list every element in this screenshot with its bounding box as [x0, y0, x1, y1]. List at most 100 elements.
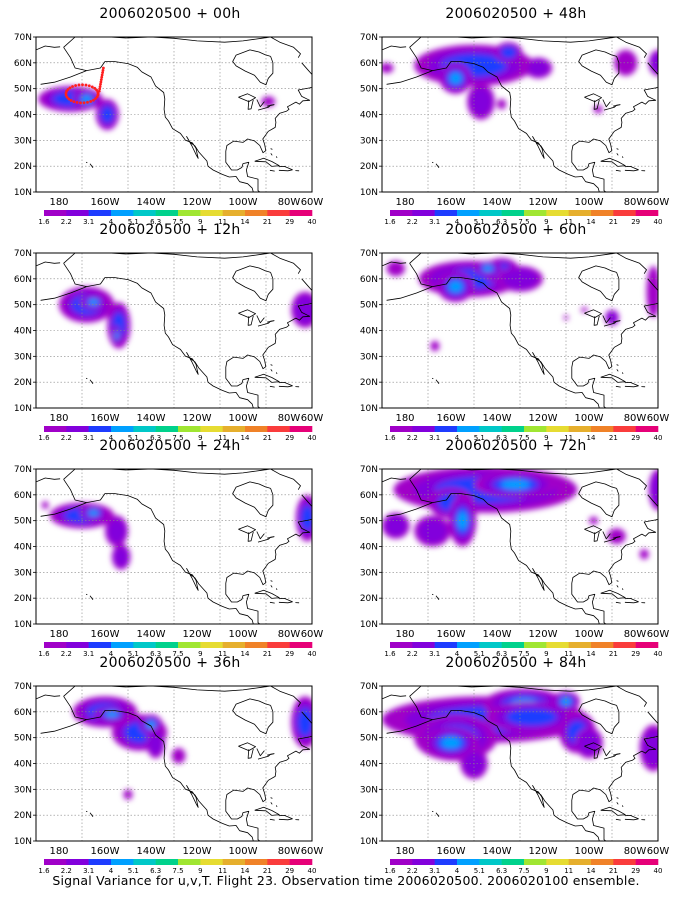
coastline: [36, 694, 61, 700]
latitude-label: 60N: [360, 491, 378, 501]
coastline: [89, 379, 94, 384]
panel-title: 2006020500 + 60h: [445, 222, 587, 238]
coastline: [270, 153, 273, 156]
latitude-label: 10N: [14, 188, 32, 198]
coastline: [435, 163, 440, 168]
coastline: [657, 686, 658, 687]
colorbar-swatch: [591, 642, 614, 648]
coastline: [276, 588, 278, 591]
variance-map: 70N 60N 50N 40N 30N 20N 10N 180 160W 140W 120W 100W…: [14, 33, 329, 226]
coastline: [311, 253, 312, 254]
latitude-label: 60N: [14, 275, 32, 285]
colorbar-swatch: [412, 859, 435, 865]
variance-contour: [593, 105, 603, 114]
longitude-label: 180: [49, 197, 68, 208]
colorbar-swatch: [434, 859, 458, 865]
latitude-label: 60N: [360, 708, 378, 718]
colorbar-label: 9: [198, 650, 202, 658]
colorbar-label: 2.2: [407, 650, 418, 658]
variance-map: 70N 60N 50N 40N 30N 20N 10N 180 160W 140W 120W 100W…: [360, 33, 670, 226]
observation-dot: [101, 66, 105, 70]
colorbar-label: 21: [609, 434, 618, 442]
colorbar-swatch: [133, 426, 156, 432]
coastline: [313, 85, 329, 97]
colorbar-label: 1.6: [38, 218, 50, 226]
observation-dot: [97, 89, 101, 93]
coastline: [603, 536, 621, 543]
coastline: [382, 261, 407, 267]
colorbar-swatch: [200, 642, 223, 648]
colorbar-swatch: [568, 642, 592, 648]
variance-contour: [563, 315, 569, 321]
coastline: [270, 37, 301, 58]
variance-contour: [614, 49, 638, 76]
colorbar-label: 4: [455, 650, 460, 658]
colorbar-label: 29: [631, 867, 640, 875]
longitude-label: 120W: [529, 197, 558, 208]
variance-contour: [470, 87, 492, 116]
colorbar-swatch: [635, 642, 659, 648]
colorbar-label: 6.3: [496, 867, 507, 875]
colorbar-label: 2.2: [407, 867, 418, 875]
colorbar-swatch: [44, 642, 67, 648]
colorbar-swatch: [546, 426, 569, 432]
colorbar-swatch: [546, 642, 569, 648]
observation-dot: [99, 82, 102, 86]
latitude-label: 50N: [14, 517, 32, 527]
latitude-label: 10N: [360, 404, 378, 414]
coastline: [624, 597, 639, 604]
observation-dot: [71, 85, 74, 88]
colorbar-label: 40: [308, 218, 317, 226]
longitude-label: 180: [49, 629, 68, 640]
coastline: [622, 588, 624, 591]
colorbar-swatch: [111, 426, 134, 432]
colorbar-label: 7.5: [518, 867, 529, 875]
coastline: [163, 248, 186, 252]
coastline: [278, 381, 293, 388]
variance-contour: [500, 479, 530, 490]
observation-dot: [87, 84, 91, 88]
colorbar-label: 6.3: [150, 650, 161, 658]
panel-title: 2006020500 + 84h: [445, 655, 587, 671]
longitude-label: 100W: [229, 846, 258, 857]
observation-dot: [93, 86, 97, 90]
colorbar-swatch: [390, 210, 413, 216]
colorbar-swatch: [66, 210, 89, 216]
coastline: [270, 369, 273, 372]
coastline: [600, 157, 626, 167]
colorbar-label: 1.6: [384, 650, 396, 658]
coastline: [225, 711, 312, 841]
coastline: [624, 814, 639, 821]
colorbar-swatch: [88, 426, 112, 432]
colorbar-label: 11: [218, 650, 227, 658]
colorbar-label: 2.2: [407, 434, 418, 442]
colorbar-label: 11: [564, 650, 573, 658]
colorbar-swatch: [222, 642, 246, 648]
latitude-label: 20N: [360, 162, 378, 172]
coastline: [276, 805, 278, 808]
colorbar-label: 4: [455, 434, 460, 442]
colorbar-label: 7.5: [518, 434, 529, 442]
longitude-label: 60W: [301, 197, 324, 208]
colorbar-label: 2.2: [407, 218, 418, 226]
colorbar-label: 29: [631, 650, 640, 658]
latitude-label: 40N: [360, 327, 378, 337]
coastline: [270, 585, 273, 588]
variance-contour: [418, 518, 447, 544]
colorbar-swatch: [289, 642, 313, 648]
colorbar-swatch: [111, 642, 134, 648]
colorbar-swatch: [501, 426, 525, 432]
variance-contour: [497, 99, 507, 110]
coastline: [431, 810, 434, 813]
latitude-label: 60N: [14, 491, 32, 501]
coastline: [624, 165, 639, 172]
coastline: [435, 595, 440, 600]
coastline: [622, 372, 624, 375]
longitude-label: 180: [49, 413, 68, 424]
longitude-label: 160W: [437, 413, 466, 424]
coastline: [40, 479, 87, 517]
longitude-label: 160W: [437, 846, 466, 857]
coastline: [238, 742, 257, 751]
coastline: [431, 161, 434, 164]
longitude-label: 120W: [183, 197, 212, 208]
